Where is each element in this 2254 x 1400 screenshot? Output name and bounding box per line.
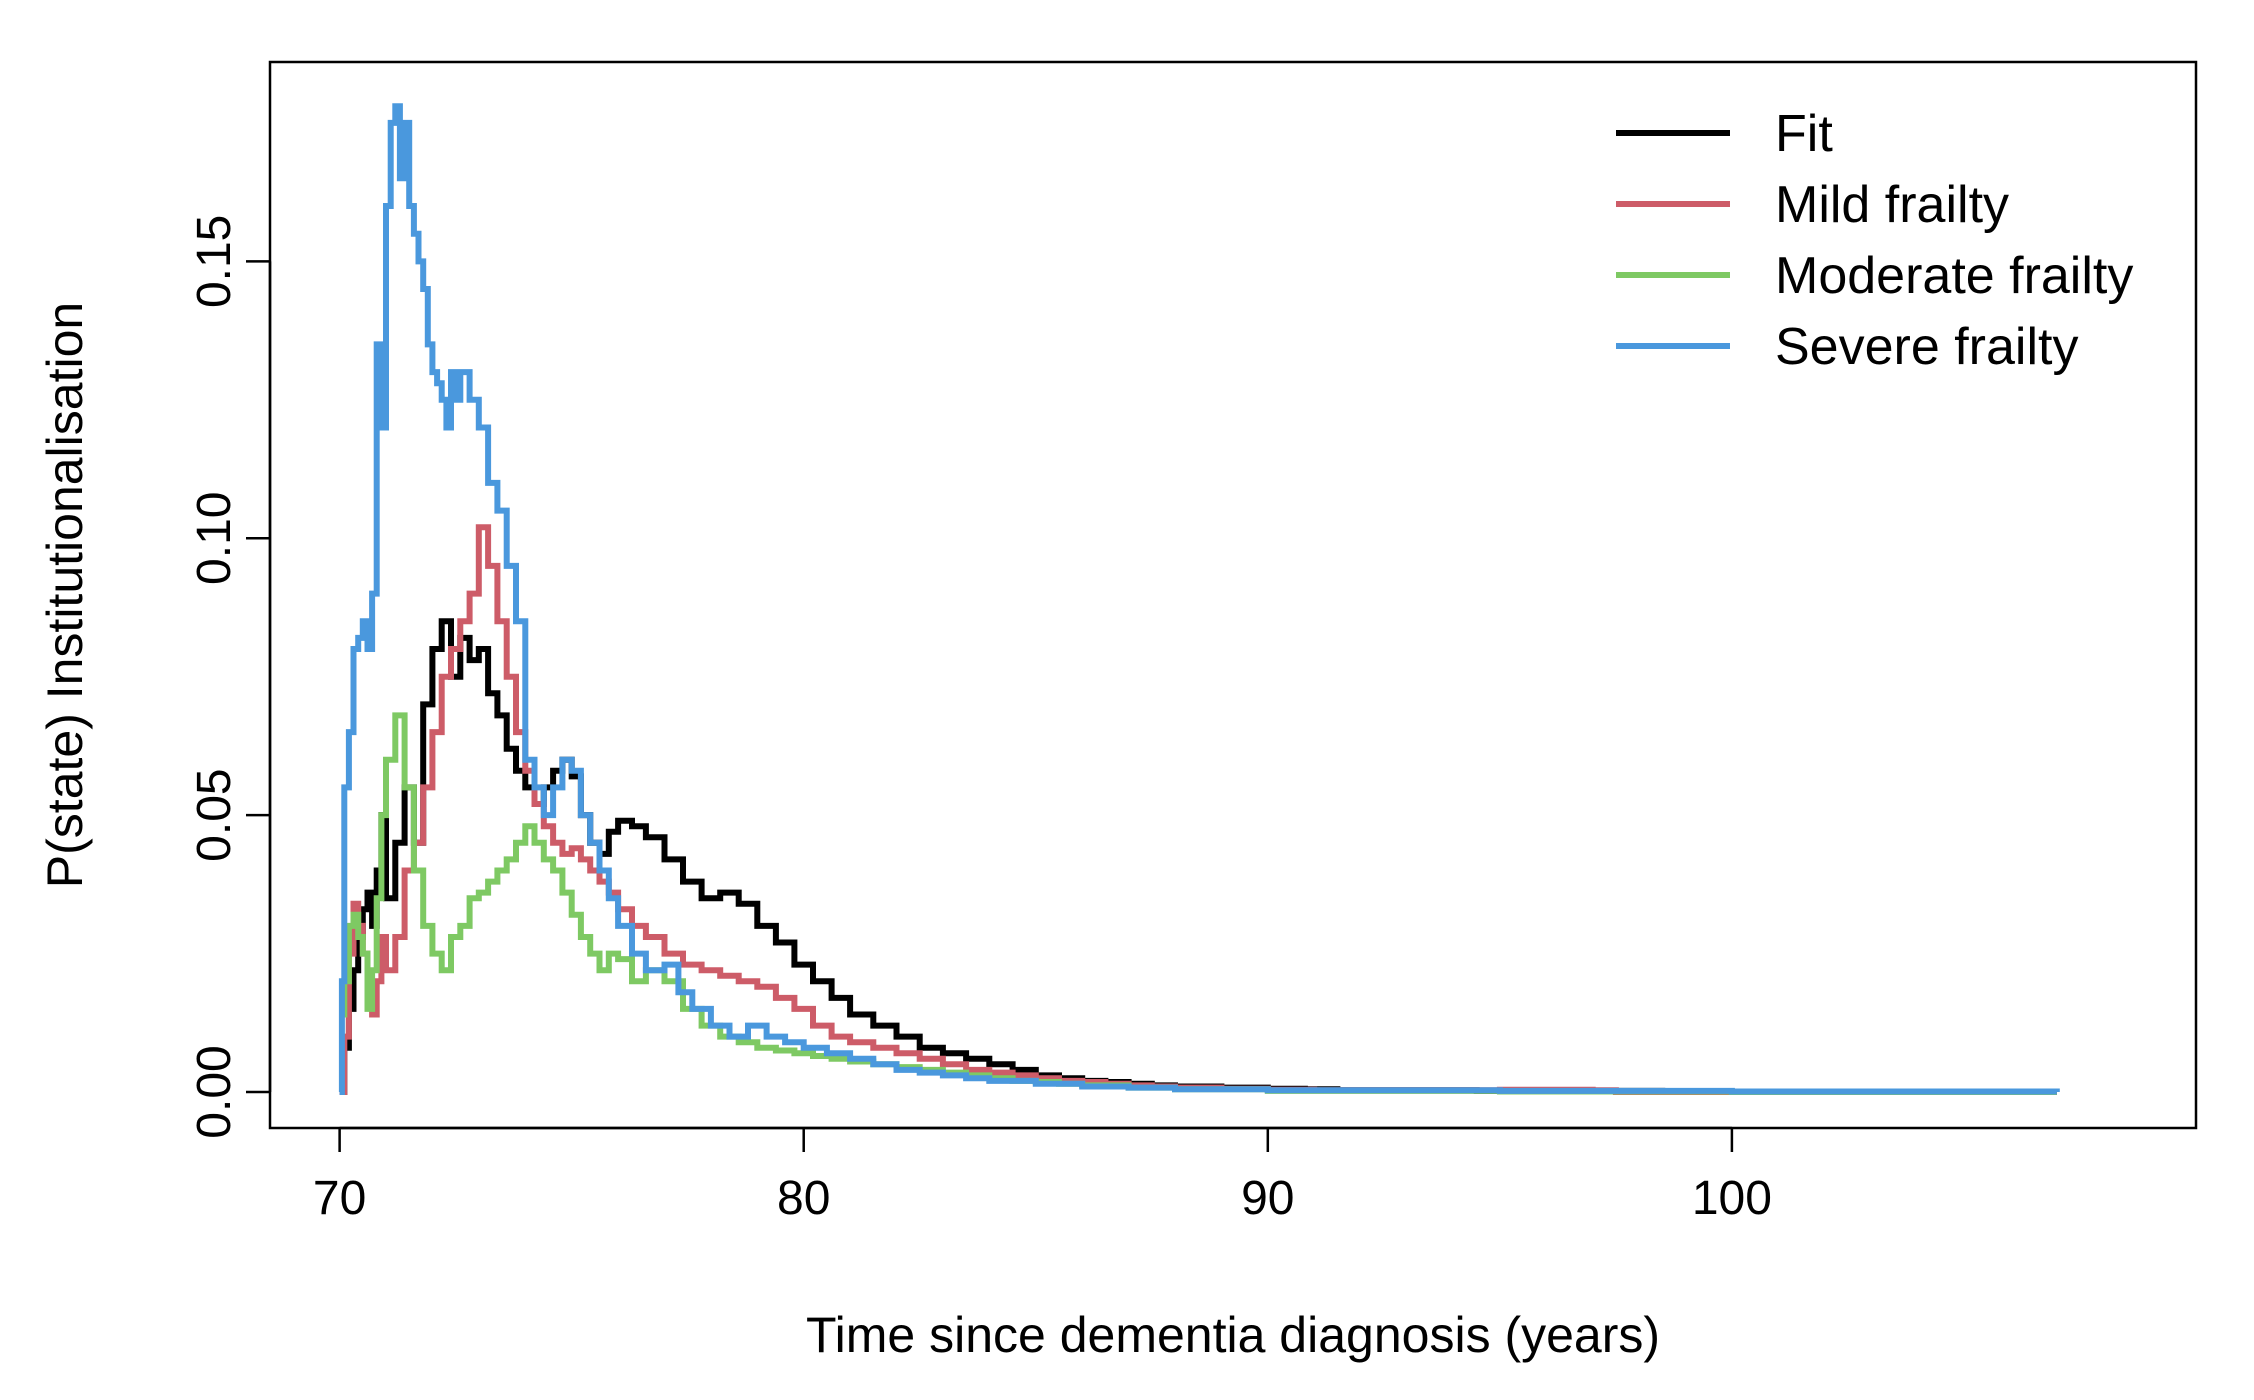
axes-layer: 70 80 90 100 0.00 0.05 0.10 0.15 <box>188 215 1772 1225</box>
legend-label: Fit <box>1775 105 1833 163</box>
series-layer <box>338 103 2060 1095</box>
y-tick-label: 0.15 <box>188 215 241 308</box>
x-tick-label: 80 <box>777 1172 830 1225</box>
y-axis-title: P(state) Institutionalisation <box>37 302 93 888</box>
y-tick-label: 0.00 <box>188 1045 241 1138</box>
series-line-severe-frailty <box>338 103 2060 1095</box>
x-tick-label: 100 <box>1692 1172 1772 1225</box>
legend-label: Moderate frailty <box>1775 247 2133 305</box>
legend-label: Mild frailty <box>1775 176 2009 234</box>
legend: Fit Mild frailty Moderate frailty Severe fr… <box>1616 105 2133 376</box>
x-axis-title: Time since dementia diagnosis (years) <box>806 1307 1660 1363</box>
y-tick-label: 0.05 <box>188 768 241 861</box>
legend-label: Severe frailty <box>1775 318 2078 376</box>
x-tick-label: 70 <box>313 1172 366 1225</box>
y-tick-label: 0.10 <box>188 492 241 585</box>
x-tick-label: 90 <box>1241 1172 1294 1225</box>
